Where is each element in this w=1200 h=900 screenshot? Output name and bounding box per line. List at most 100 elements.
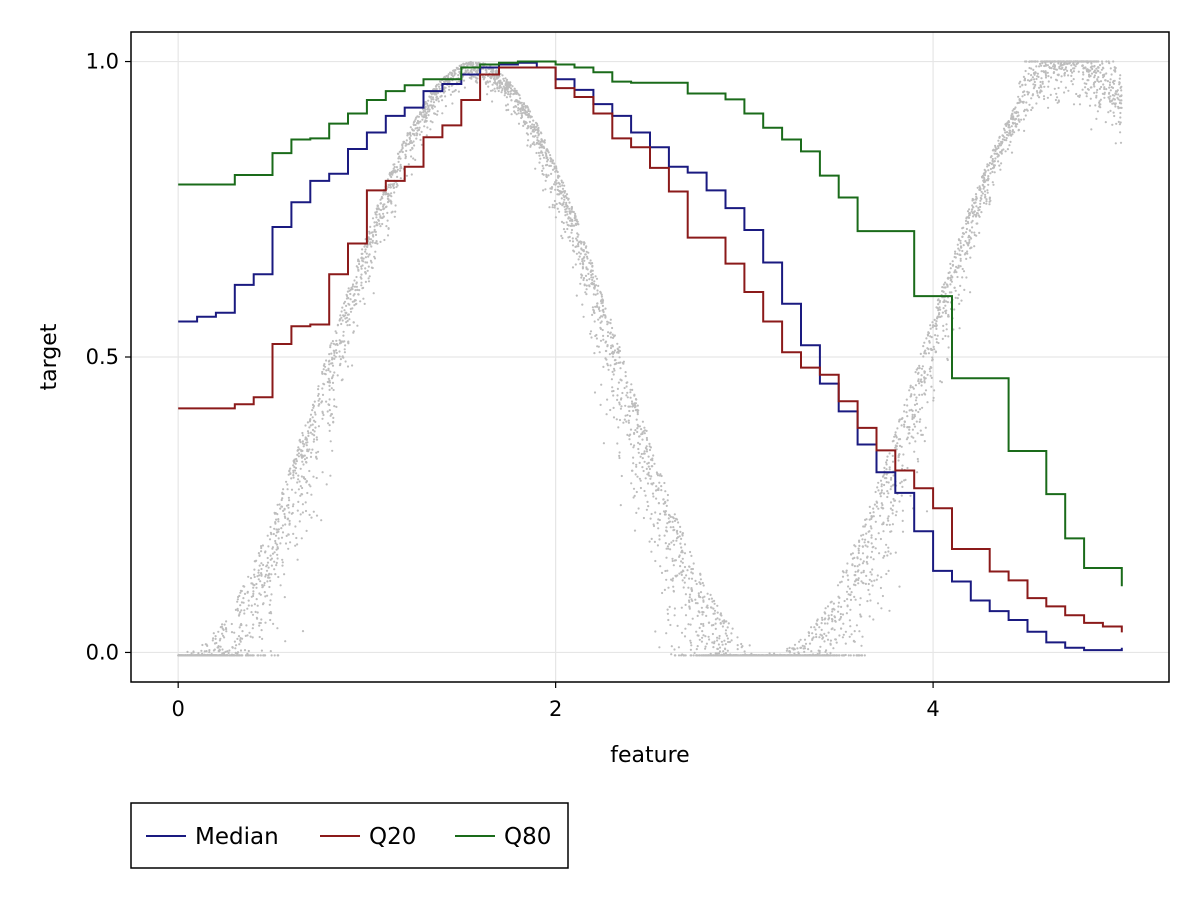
scatter-point [1017,95,1020,98]
scatter-point [851,552,855,555]
scatter-point [964,219,968,222]
scatter-point [1086,70,1089,73]
scatter-point [494,90,497,93]
scatter-point [1011,121,1015,124]
scatter-point [845,571,848,574]
scatter-point [857,569,860,572]
scatter-point [974,198,978,201]
scatter-point [414,123,417,127]
scatter-point [711,641,714,644]
scatter-point [985,200,988,203]
scatter-point [638,443,642,446]
scatter-point [318,397,321,400]
scatter-point [703,595,706,598]
scatter-point [579,252,582,255]
scatter-point [368,232,371,235]
scatter-point [560,179,563,182]
scatter-point [632,446,635,449]
scatter-point [612,394,615,397]
scatter-point [968,241,971,244]
scatter-point [537,139,540,143]
scatter-point [906,466,909,470]
scatter-point [341,319,344,322]
scatter-point [416,115,419,118]
scatter-point [535,125,538,128]
scatter-point [858,630,861,633]
scatter-point [601,300,604,303]
scatter-point [346,324,349,327]
scatter-point [827,631,830,634]
scatter-point [886,455,889,458]
scatter-point [966,252,969,255]
scatter-point [289,467,292,470]
scatter-point [918,364,921,367]
scatter-point [846,598,849,601]
scatter-point [373,257,377,260]
scatter-point [1030,108,1033,112]
scatter-point [304,436,307,439]
scatter-point [768,652,771,655]
scatter-point [724,632,727,635]
scatter-point [366,245,369,248]
scatter-point [538,161,541,164]
scatter-point [581,303,584,306]
scatter-point [1041,80,1044,83]
scatter-point [535,141,539,144]
scatter-point [689,639,692,642]
scatter-point [522,103,526,106]
scatter-point [953,286,956,289]
scatter-point [816,654,819,657]
scatter-point [910,393,913,396]
scatter-point [889,501,893,504]
scatter-point [855,654,858,657]
scatter-point [362,260,365,263]
scatter-point [824,612,827,615]
scatter-point [826,622,829,625]
scatter-point [582,263,585,266]
scatter-point [679,542,682,545]
scatter-point [1057,100,1060,103]
scatter-point [315,456,318,459]
scatter-point [1085,95,1088,98]
scatter-point [1109,67,1112,70]
scatter-point [550,158,553,161]
scatter-point [672,539,675,542]
scatter-point [701,596,704,599]
scatter-point [643,426,646,429]
scatter-point [387,227,390,230]
scatter-point [345,316,348,319]
scatter-point [275,543,279,546]
scatter-point [632,409,635,412]
scatter-point [988,203,991,206]
scatter-point [512,89,516,92]
scatter-point [962,270,966,273]
scatter-point [540,143,543,146]
scatter-point [527,109,530,113]
scatter-point [1095,117,1098,120]
scatter-point [885,459,889,462]
scatter-point [835,654,839,657]
scatter-point [699,572,702,575]
scatter-point [389,200,392,203]
scatter-point [832,602,836,605]
scatter-point [1057,62,1060,65]
scatter-point [398,155,401,158]
scatter-point [832,647,835,650]
scatter-point [934,350,937,353]
scatter-point [920,380,923,384]
scatter-point [1035,65,1038,68]
scatter-point [916,367,920,370]
scatter-point [704,635,707,638]
scatter-point [311,448,314,451]
scatter-point [670,541,673,544]
scatter-point [386,197,389,200]
scatter-point [627,421,631,424]
scatter-point [633,431,636,435]
scatter-point [399,177,402,180]
scatter-point [903,410,906,413]
scatter-point [635,490,638,494]
scatter-point [606,362,609,365]
scatter-point [886,517,889,520]
scatter-point [291,505,295,508]
scatter-point [246,634,249,637]
